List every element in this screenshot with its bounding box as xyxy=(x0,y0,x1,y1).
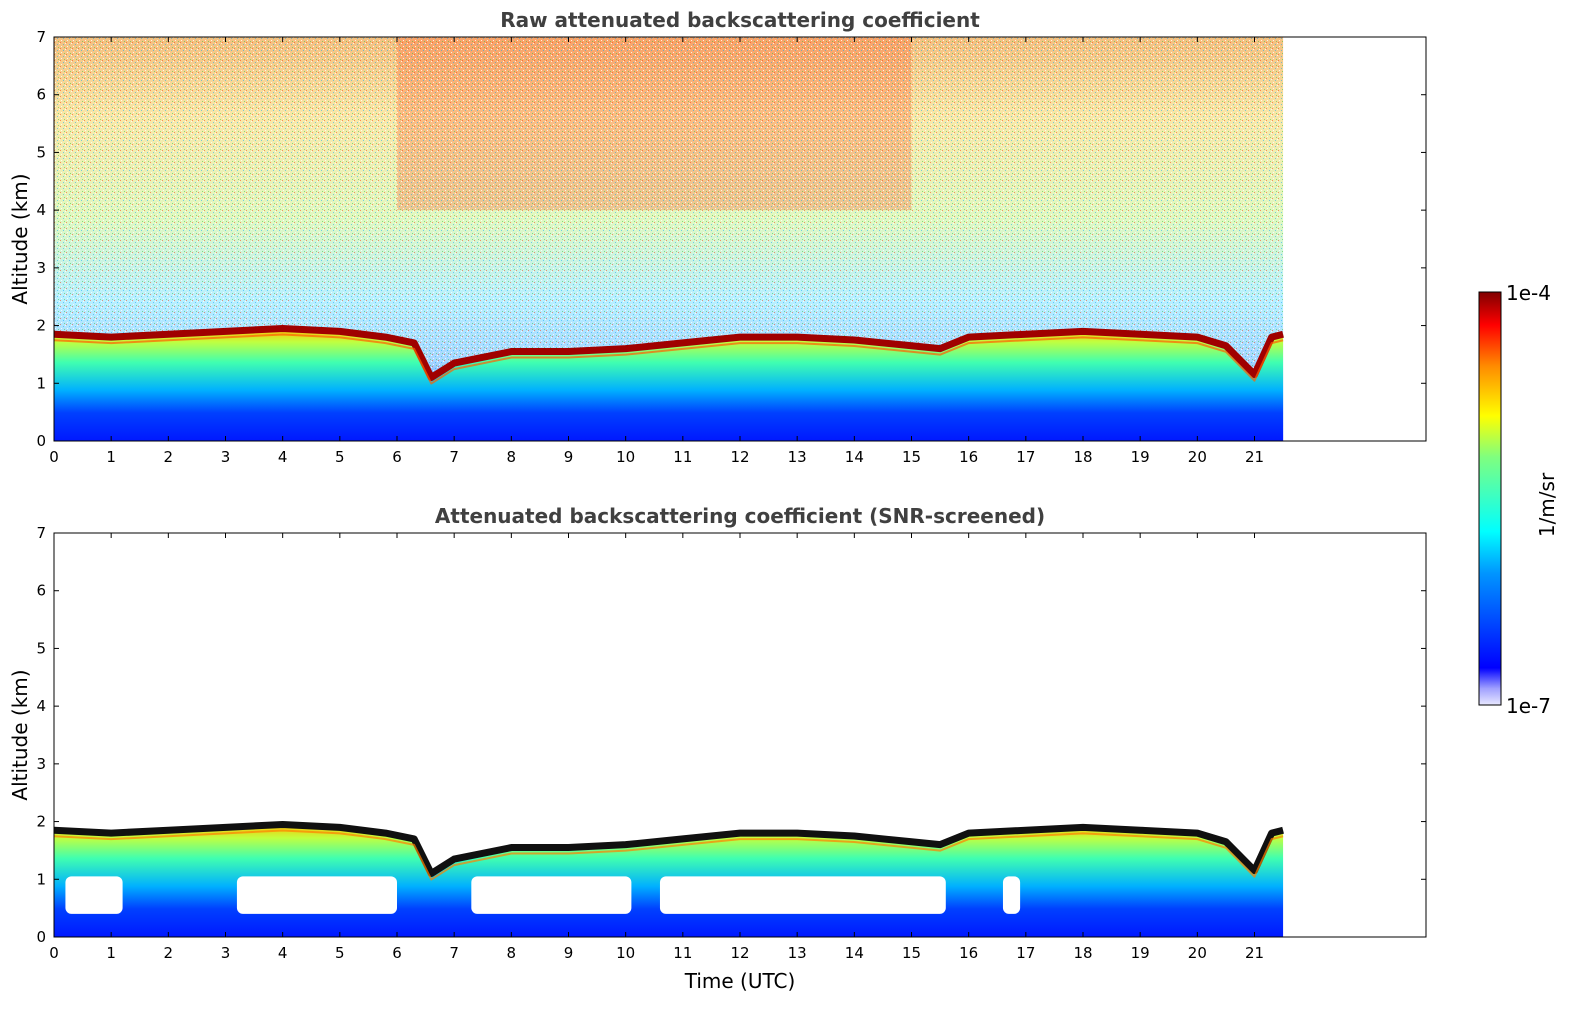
x-tick-label: 16 xyxy=(959,944,978,962)
colorbar-unit-label: 1/m/sr xyxy=(1535,472,1559,537)
x-tick-label: 20 xyxy=(1188,944,1207,962)
x-tick-label: 17 xyxy=(1016,944,1035,962)
y-tick-label: 3 xyxy=(36,259,46,277)
x-tick-label: 5 xyxy=(335,944,345,962)
x-tick-label: 17 xyxy=(1016,448,1035,466)
heatmap-screened xyxy=(53,820,1284,937)
y-tick-label: 1 xyxy=(36,374,46,392)
x-tick-label: 12 xyxy=(730,448,749,466)
panel-raw: Raw attenuated backscattering coefficien… xyxy=(8,8,1427,466)
axes-raw: 0 1 2 3 4 5 6 7 8 9 10 11 12 13 14 15 16 17 18 19 20 21012345… xyxy=(36,28,1426,466)
x-tick-label: 15 xyxy=(902,448,921,466)
y-tick-label: 0 xyxy=(36,928,46,946)
x-tick-label: 15 xyxy=(902,944,921,962)
x-tick-label: 20 xyxy=(1188,448,1207,466)
x-tick-label: 18 xyxy=(1073,944,1092,962)
y-tick-label: 5 xyxy=(36,143,46,161)
x-tick-label: 19 xyxy=(1131,944,1150,962)
x-tick-label: 10 xyxy=(616,448,635,466)
x-tick-label: 5 xyxy=(335,448,345,466)
y-tick-label: 4 xyxy=(36,201,46,219)
cloud-layer-line xyxy=(53,820,1284,878)
screened-gap-3 xyxy=(659,876,946,914)
x-tick-label: 8 xyxy=(507,944,517,962)
x-tick-label: 7 xyxy=(449,944,459,962)
x-tick-label: 13 xyxy=(788,944,807,962)
heatmap-raw xyxy=(53,37,1284,441)
axes-screened: 0 1 2 3 4 5 6 7 8 9 10 11 12 13 14 15 16 17 18 19 20 21012345… xyxy=(36,524,1426,962)
x-axis-label: Time (UTC) xyxy=(684,969,796,993)
x-tick-label: 14 xyxy=(845,944,864,962)
x-tick-label: 2 xyxy=(164,944,174,962)
screened-gap-2 xyxy=(471,876,632,914)
x-tick-label: 9 xyxy=(564,944,574,962)
y-tick-label: 7 xyxy=(36,28,46,46)
screened-gap-0 xyxy=(65,876,123,914)
colorbar-max-label: 1e-4 xyxy=(1506,281,1551,305)
x-tick-label: 9 xyxy=(564,448,574,466)
x-tick-label: 8 xyxy=(507,448,517,466)
colorbar-gradient xyxy=(1478,291,1502,706)
x-tick-label: 0 xyxy=(49,448,59,466)
screened-gap-4 xyxy=(1002,876,1021,914)
x-tick-label: 4 xyxy=(278,944,288,962)
x-tick-label: 1 xyxy=(106,944,116,962)
x-tick-label: 0 xyxy=(49,944,59,962)
y-tick-label: 4 xyxy=(36,697,46,715)
x-tick-label: 6 xyxy=(392,448,402,466)
x-tick-label: 16 xyxy=(959,448,978,466)
y-axis-label-screened: Altitude (km) xyxy=(8,669,32,800)
x-tick-label: 1 xyxy=(106,448,116,466)
y-axis-label-raw: Altitude (km) xyxy=(8,173,32,304)
cloud-layer-base xyxy=(53,333,1284,385)
x-tick-label: 2 xyxy=(164,448,174,466)
boundary-layer-band xyxy=(54,328,1284,441)
colorbar: 1e-4 1e-7 1/m/sr xyxy=(1478,281,1559,718)
y-tick-label: 0 xyxy=(36,432,46,450)
panel-raw-title: Raw attenuated backscattering coefficien… xyxy=(500,8,980,32)
x-tick-label: 19 xyxy=(1131,448,1150,466)
x-tick-label: 3 xyxy=(221,944,231,962)
colorbar-min-label: 1e-7 xyxy=(1506,694,1551,718)
screened-gap-1 xyxy=(236,876,397,914)
x-tick-label: 6 xyxy=(392,944,402,962)
x-tick-label: 18 xyxy=(1073,448,1092,466)
panel-screened: Attenuated backscattering coefficient (S… xyxy=(8,504,1427,993)
y-tick-label: 3 xyxy=(36,755,46,773)
cloud-layer-base xyxy=(53,829,1284,881)
panel-screened-title: Attenuated backscattering coefficient (S… xyxy=(435,504,1045,528)
y-tick-label: 5 xyxy=(36,639,46,657)
cloud-layer-line xyxy=(53,324,1284,382)
x-tick-label: 13 xyxy=(788,448,807,466)
x-tick-label: 11 xyxy=(673,448,692,466)
x-tick-label: 11 xyxy=(673,944,692,962)
y-tick-label: 2 xyxy=(36,317,46,335)
x-tick-label: 3 xyxy=(221,448,231,466)
x-tick-label: 10 xyxy=(616,944,635,962)
y-tick-label: 2 xyxy=(36,813,46,831)
x-tick-label: 7 xyxy=(449,448,459,466)
x-tick-label: 12 xyxy=(730,944,749,962)
y-tick-label: 1 xyxy=(36,870,46,888)
x-tick-label: 4 xyxy=(278,448,288,466)
y-tick-label: 6 xyxy=(36,86,46,104)
y-tick-label: 7 xyxy=(36,524,46,542)
x-tick-label: 14 xyxy=(845,448,864,466)
x-tick-label: 21 xyxy=(1245,944,1264,962)
x-tick-label: 21 xyxy=(1245,448,1264,466)
y-tick-label: 6 xyxy=(36,582,46,600)
